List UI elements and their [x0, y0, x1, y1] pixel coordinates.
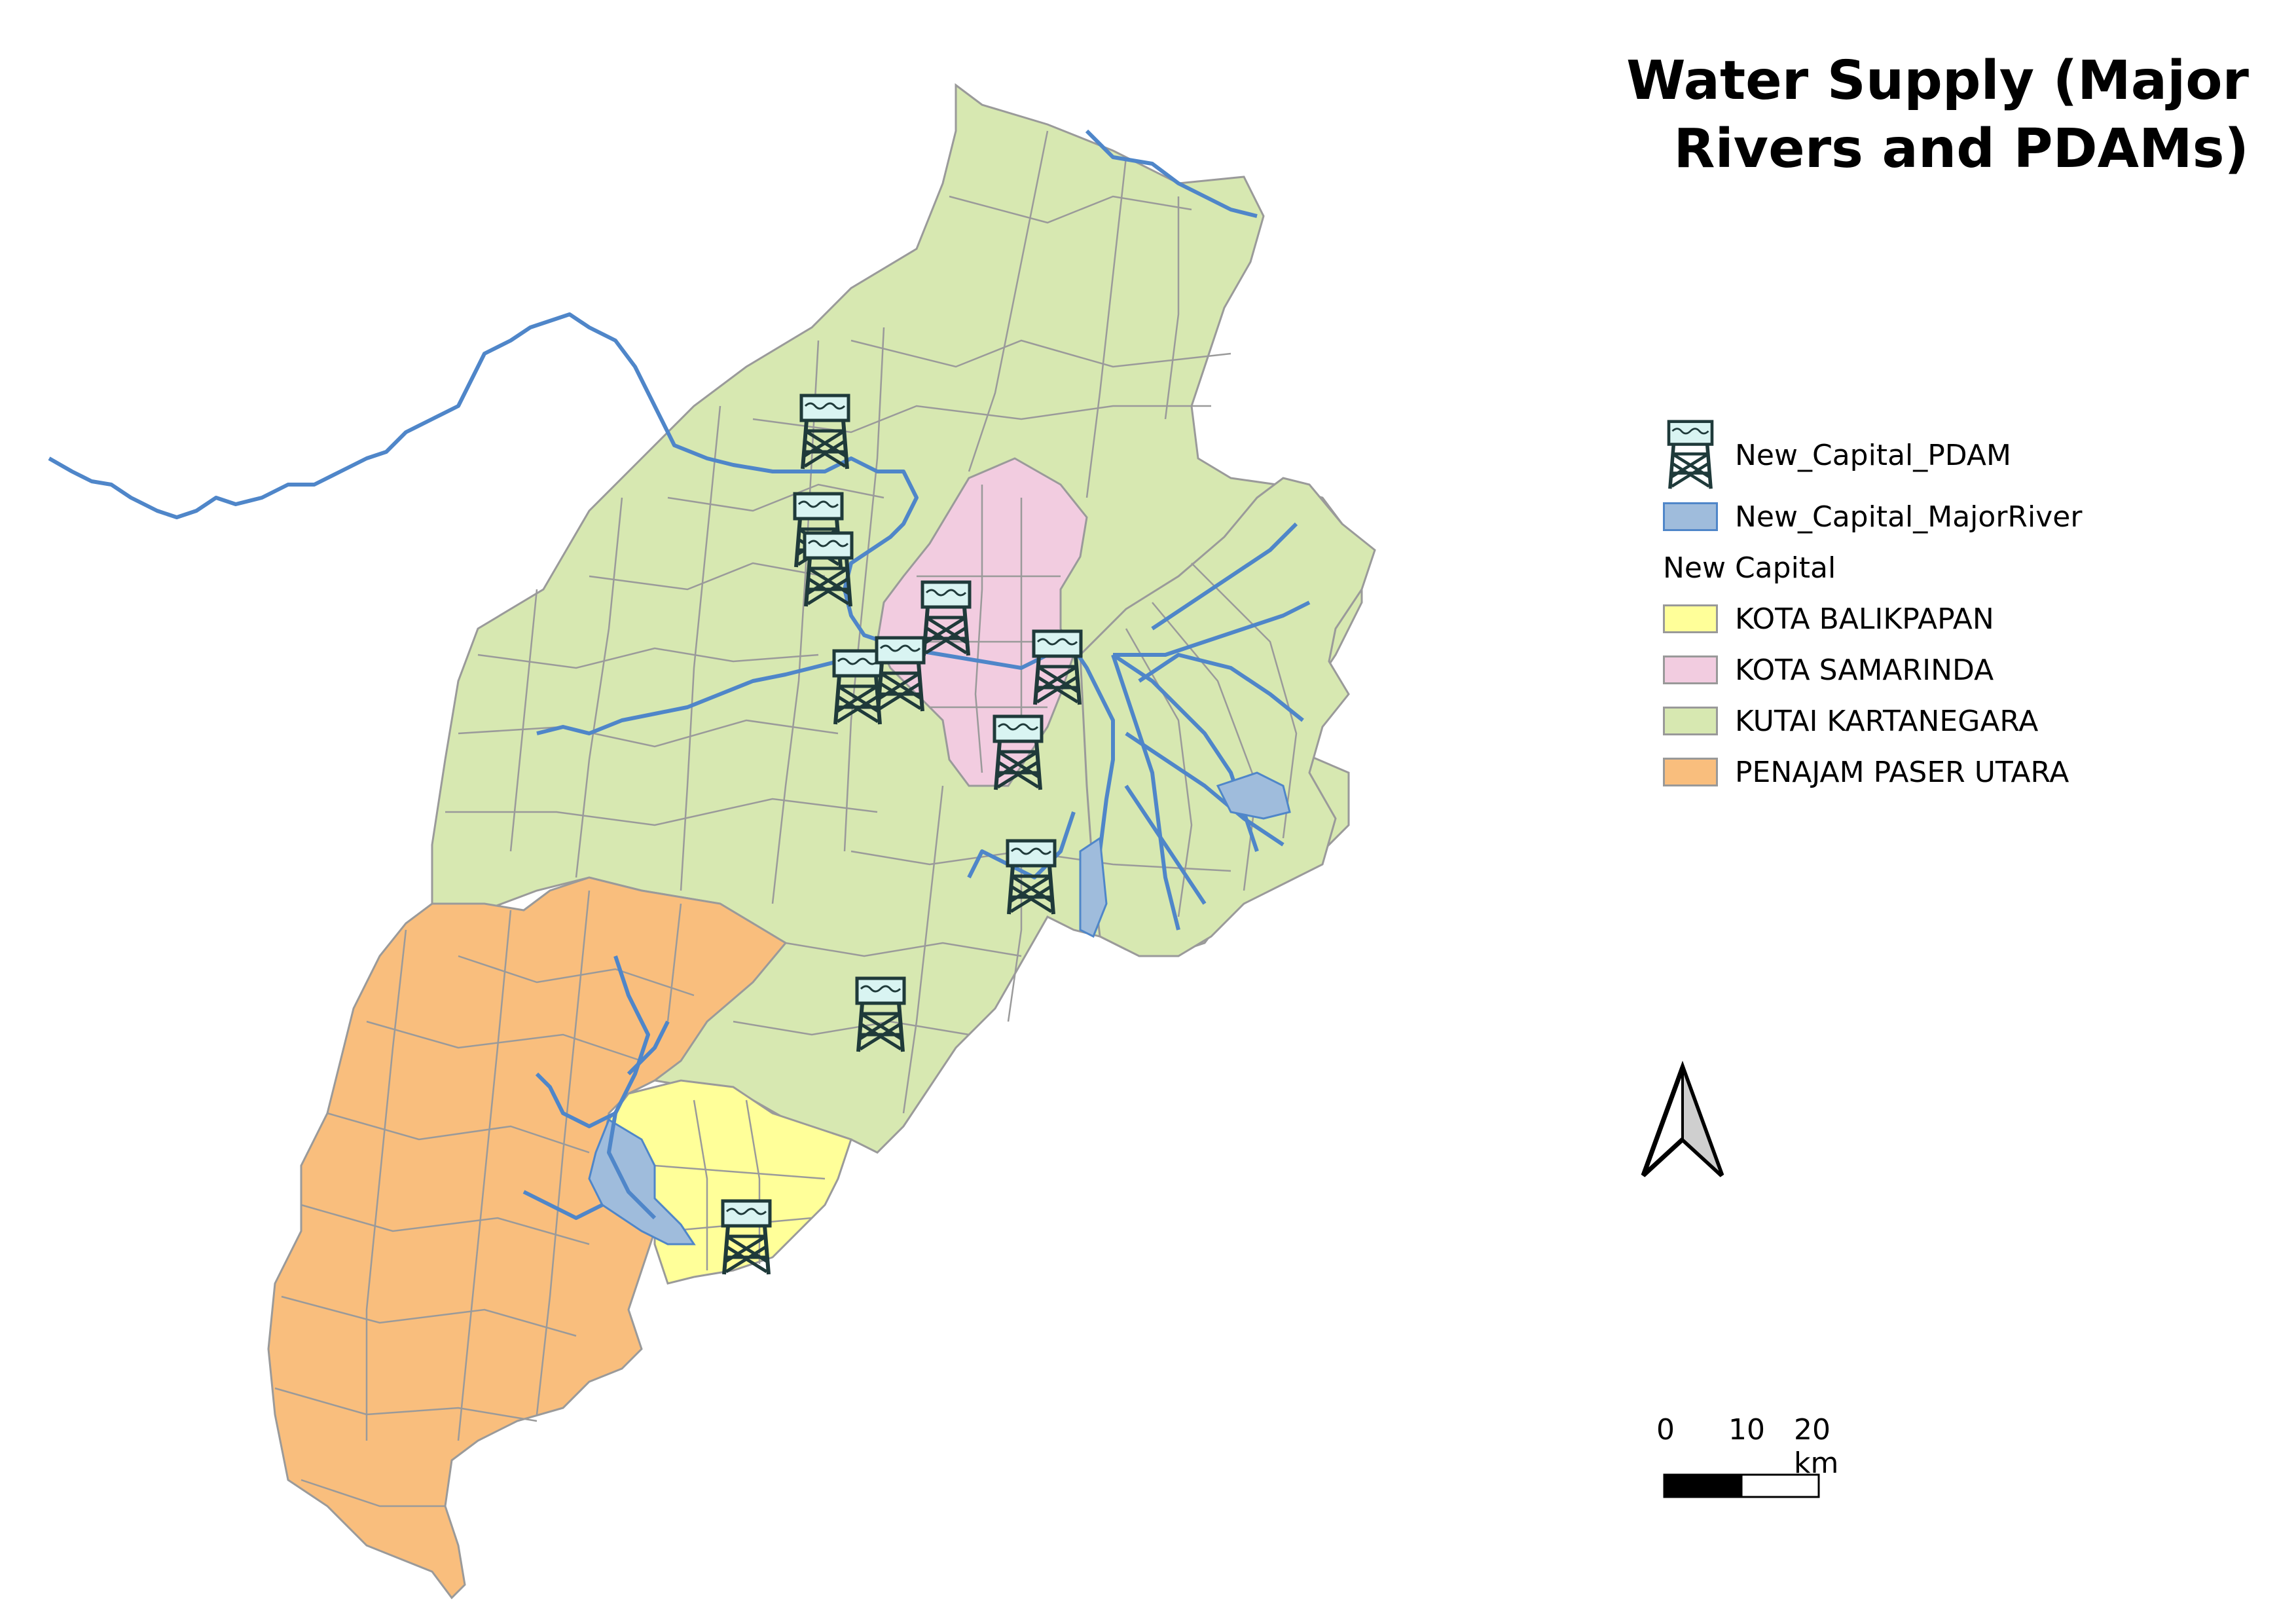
kutai-swatch — [1663, 707, 1718, 735]
scale-label-0: 0 — [1656, 1413, 1675, 1447]
map-title: Water Supply (Major Rivers and PDAMs) — [1626, 50, 2249, 180]
legend-label-kutai: KUTAI KARTANEGARA — [1735, 704, 2039, 738]
region-penajam-paser-utara[interactable] — [267, 876, 788, 1600]
scale-label-10: 10 — [1728, 1413, 1765, 1447]
legend-group-title-row: New Capital — [1650, 542, 2239, 593]
scale-label-20: 20 km — [1794, 1413, 1839, 1480]
north-arrow-icon — [1641, 1061, 1724, 1177]
legend-item-samarinda: KOTA SAMARINDA — [1650, 644, 2239, 695]
legend-label-river: New_Capital_MajorRiver — [1735, 500, 2083, 534]
legend-label-pdam: New_Capital_PDAM — [1735, 438, 2011, 472]
legend-label-samarinda: KOTA SAMARINDA — [1735, 653, 1994, 687]
balikpapan-swatch — [1663, 604, 1718, 633]
legend-item-river: New_Capital_MajorRiver — [1650, 491, 2239, 542]
penajam-swatch — [1663, 758, 1718, 786]
scale-bar-graphic — [1663, 1473, 1820, 1498]
legend-item-balikpapan: KOTA BALIKPAPAN — [1650, 593, 2239, 644]
legend-label-penajam: PENAJAM PASER UTARA — [1735, 755, 2069, 789]
bay-water — [588, 1118, 696, 1246]
legend-label-balikpapan: KOTA BALIKPAPAN — [1735, 602, 1994, 636]
river-swatch — [1663, 502, 1718, 531]
legend: New_Capital_PDAM New_Capital_MajorRiver … — [1650, 419, 2239, 798]
water-tower-icon — [1663, 419, 1718, 491]
legend-group-title: New Capital — [1663, 551, 1836, 585]
legend-item-penajam: PENAJAM PASER UTARA — [1650, 747, 2239, 798]
region-delta — [1079, 477, 1376, 957]
samarinda-swatch — [1663, 655, 1718, 684]
legend-item-pdam: New_Capital_PDAM — [1650, 419, 2239, 491]
major-rivers — [48, 129, 1311, 1220]
legend-item-kutai: KUTAI KARTANEGARA — [1650, 695, 2239, 747]
river-mouth — [1079, 836, 1108, 938]
delta-estuary — [1216, 771, 1291, 820]
